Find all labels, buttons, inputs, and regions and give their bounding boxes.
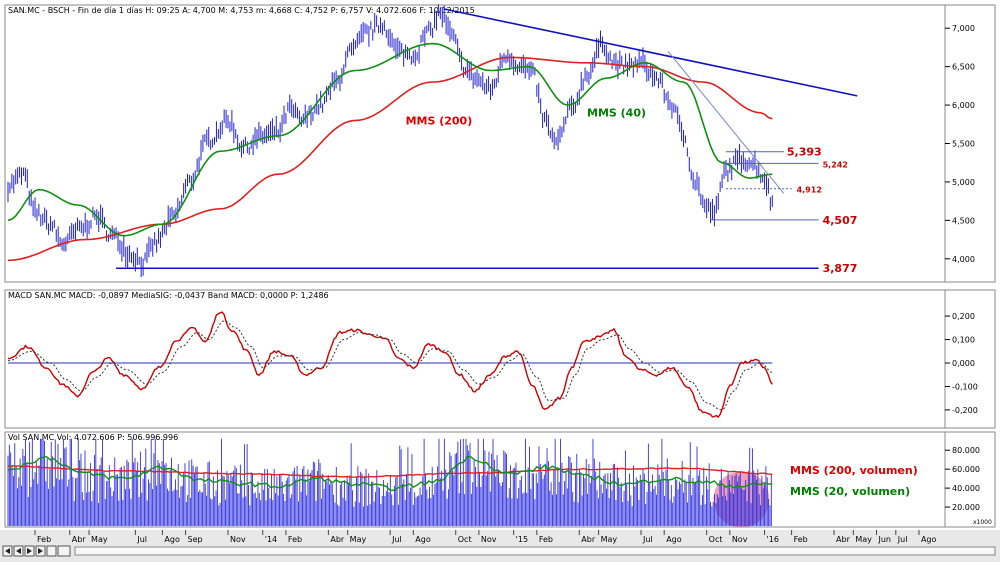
scroll-controls[interactable] [2,545,71,557]
x-tick-tick-May: May [855,535,872,544]
x-tick-tick-Ago: Ago [415,535,431,544]
price-tick-tick-4-500: 4,500 [952,216,975,225]
level-4507-label: 4,507 [823,214,858,227]
volume-header: Vol SAN.MC Vol: 4.072.606 P: 506.996.996 [8,433,178,442]
resistance-trendline [444,8,858,97]
x-tick-tick-Abr: Abr [581,535,596,544]
price-tick-tick-7-000: 7,000 [952,24,975,33]
x-tick-tick-Nov: Nov [230,535,246,544]
mms40-label: MMS (40) [587,107,646,120]
volume-chart: 20.000 40.000 60.000 80.000 [7,438,980,528]
signal-line [7,320,773,411]
level-5242-label: 5,242 [823,160,848,169]
level-5393-label: 5,393 [787,146,822,159]
x-tick-tick-Ago: Ago [666,535,682,544]
x-tick-tick-Abr: Abr [72,535,87,544]
x-tick-tick--16: '16 [767,535,779,544]
x-tick-tick-Feb: Feb [539,535,553,544]
x-tick-tick-Oct: Oct [458,535,472,544]
vol-tick-tick-20-000: 20.000 [952,503,980,512]
volume-mms20-line [7,455,773,491]
macd-tick-tick-0-000: 0,000 [952,359,975,368]
x-tick-tick-Ago: Ago [921,535,937,544]
macd-panel [4,289,946,429]
macd-chart: -0,200 -0,100 0,000 0,100 0,200 [7,311,978,419]
volume-unit: x1000 [973,519,992,526]
x-tick-tick-Abr: Abr [330,535,345,544]
vol-tick-tick-40-000: 40.000 [952,484,980,493]
macd-axis [944,289,996,429]
price-panel [4,4,946,283]
price-header: SAN.MC - BSCH - Fin de día 1 días H: 09:… [8,6,475,15]
price-tick-tick-6-500: 6,500 [952,63,975,72]
x-tick-tick-May: May [91,535,108,544]
macd-line [7,311,773,419]
x-axis: Feb Abr May Jul Ago Sep Nov '14 Feb Abr May Jul Ago O… [34,530,937,544]
period-icon[interactable] [57,545,71,557]
macd-tick-tick--0-100: -0,100 [952,382,978,391]
x-tick-tick-Nov: Nov [732,535,748,544]
macd-tick-tick-0-200: 0,200 [952,312,975,321]
price-tick-tick-6-000: 6,000 [952,101,975,110]
scrollbar-track[interactable] [74,546,996,556]
volume-mms200-line [7,465,773,479]
volume-axis [944,431,996,528]
x-tick-tick-Jul: Jul [897,535,908,544]
x-tick-tick-Jul: Jul [136,535,147,544]
price-chart: 4,000 4,500 5,000 5,500 6,000 6,500 7,000 5,393… [7,4,975,278]
x-tick-tick-May: May [350,535,367,544]
volume-mms200-label: MMS (200, volumen) [790,464,918,477]
moving-average-200 [7,56,773,262]
vol-tick-tick-60-000: 60.000 [952,465,980,474]
x-tick-tick-Ago: Ago [164,535,180,544]
x-tick-tick-Jun: Jun [878,535,892,544]
macd-tick-tick--0-200: -0,200 [952,406,978,415]
price-tick-tick-4-000: 4,000 [952,255,975,264]
x-tick-tick-Sep: Sep [188,535,203,544]
x-tick-tick-Jul: Jul [642,535,653,544]
x-tick-tick-Nov: Nov [481,535,497,544]
level-4912-label: 4,912 [797,186,822,195]
x-tick-tick-Feb: Feb [794,535,808,544]
x-tick-tick--15: '15 [516,535,528,544]
zoom-icon[interactable] [46,545,57,557]
x-tick-tick-Abr: Abr [836,535,851,544]
x-tick-tick-Oct: Oct [709,535,723,544]
macd-header: MACD SAN.MC MACD: -0,0897 MediaSIG: -0,0… [8,291,329,300]
price-tick-tick-5-000: 5,000 [952,178,975,187]
level-3877-label: 3,877 [823,262,858,275]
short-trendline [667,50,785,194]
x-tick-tick-May: May [601,535,618,544]
vol-tick-tick-80-000: 80.000 [952,446,980,455]
moving-average-40 [7,42,773,237]
price-axis [944,4,996,283]
timeline-bar [0,530,1000,562]
price-tick-tick-5-500: 5,500 [952,140,975,149]
x-tick-tick-Feb: Feb [288,535,302,544]
mms200-label: MMS (200) [406,114,473,127]
x-tick-tick-Jul: Jul [391,535,402,544]
macd-tick-tick-0-100: 0,100 [952,336,975,345]
x-tick-tick-Feb: Feb [37,535,51,544]
volume-mms20-label: MMS (20, volumen) [790,485,910,498]
x-tick-tick--14: '14 [265,535,277,544]
